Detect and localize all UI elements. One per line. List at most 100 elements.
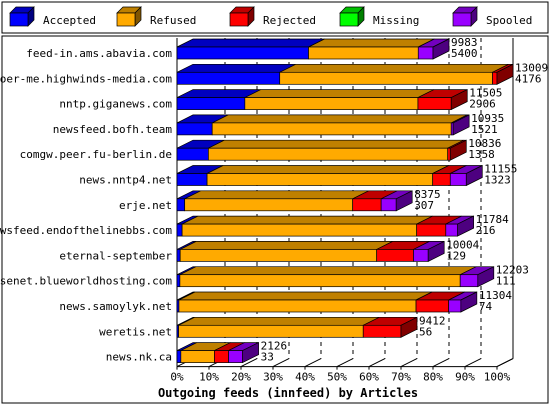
bar-row: [176, 63, 514, 85]
x-tick-label: 20%: [231, 371, 251, 384]
bar-segment-accepted: [176, 173, 208, 186]
bar-segment-top-refused: [244, 89, 435, 98]
total-label: 2126: [261, 340, 288, 353]
bar-segment-accepted: [176, 71, 281, 85]
bar-end-cap: [449, 139, 467, 161]
bar-segment-top-refused: [178, 291, 433, 301]
x-tick-label: 10%: [199, 371, 219, 384]
total-label: 9412: [419, 314, 446, 327]
category-label: newsfeed.bofh.team: [53, 123, 173, 136]
bar-segment-refused: [181, 223, 418, 237]
bar-segment-refused: [179, 249, 378, 262]
bar-segment-top-refused: [180, 241, 393, 250]
legend: Accepted Refused Rejected Missing Spooled: [1, 1, 549, 34]
legend-label: Refused: [150, 14, 196, 27]
legend-item-refused: Refused: [116, 6, 196, 27]
bar-segment-accepted: [176, 198, 186, 212]
x-tick-label: 0%: [170, 371, 184, 384]
bar-row: [176, 190, 413, 212]
legend-swatch: [452, 12, 472, 27]
bar-end-cap: [477, 266, 495, 288]
refused-count-label: 5400: [451, 47, 478, 60]
category-label: news.nk.ca: [106, 351, 172, 364]
bar-segment-top-refused: [208, 139, 464, 149]
bar-row: [176, 114, 470, 136]
plot-area: [1, 35, 549, 404]
bar-segment-rejected: [352, 198, 382, 212]
x-tick-label: 50%: [327, 371, 347, 384]
bar-end-cap: [457, 215, 474, 237]
bar-segment-refused: [178, 324, 364, 338]
legend-swatch: [339, 12, 359, 27]
bar-segment-accepted: [176, 223, 183, 237]
refused-count-label: 4176: [515, 72, 542, 85]
bar-segment-rejected: [432, 173, 451, 186]
refused-count-label: 74: [479, 300, 493, 313]
bar-end-cap: [427, 240, 445, 262]
category-label: news.samoylyk.net: [59, 300, 172, 313]
bar-end-cap: [432, 38, 450, 60]
bar-segment-refused: [179, 274, 461, 288]
refused-count-label: 129: [446, 249, 466, 262]
bar-row: [176, 139, 467, 161]
x-tick-label: 40%: [295, 371, 315, 384]
bar-end-cap: [460, 291, 478, 313]
category-label: voer-me.highwinds-media.com: [0, 72, 172, 85]
legend-swatch: [229, 12, 249, 27]
bar-segment-refused: [178, 299, 417, 313]
total-label: 10004: [446, 238, 479, 251]
x-tick-label: 60%: [359, 371, 379, 384]
total-label: 11304: [479, 289, 512, 302]
bar-segment-refused: [206, 173, 434, 186]
bar-segment-top-refused: [212, 114, 468, 124]
category-label: usenet.blueworldhosting.com: [0, 275, 172, 288]
refused-count-label: 33: [261, 351, 274, 364]
bar-segment-accepted: [176, 46, 309, 60]
chart-title: Outgoing feeds (innfeed) by Articles: [158, 386, 418, 400]
bar-segment-spooled: [445, 223, 458, 237]
legend-item-spooled: Spooled: [452, 6, 532, 27]
bar-end-cap: [450, 89, 468, 111]
total-label: 10935: [471, 112, 504, 125]
bar-end-cap: [452, 114, 470, 136]
bar-segment-top-accepted: [176, 63, 296, 73]
x-tick-label: 30%: [263, 371, 283, 384]
legend-label: Accepted: [43, 14, 96, 27]
legend-label: Missing: [373, 14, 419, 27]
bar-segment-accepted: [176, 350, 182, 363]
bar-segment-spooled: [459, 274, 479, 288]
bar-segment-refused: [180, 350, 215, 363]
bar-row: [176, 215, 474, 237]
refused-count-label: 56: [419, 325, 432, 338]
row-labels: feed-in.ams.abavia.com voer-me.highwinds-…: [0, 47, 172, 364]
bar-segment-refused: [244, 97, 419, 110]
category-label: eternal-september: [59, 249, 172, 262]
bar-end-cap: [242, 342, 259, 364]
bar-segment-refused: [208, 147, 449, 161]
category-label: news.nntp4.net: [79, 174, 172, 187]
bar-segment-spooled: [413, 249, 429, 262]
bar-segment-spooled: [449, 173, 467, 186]
bar-segment-accepted: [176, 122, 213, 136]
bar-row: [176, 266, 495, 288]
refused-count-label: 1323: [484, 174, 511, 187]
bar-segment-top-accepted: [176, 38, 325, 48]
bar-segment-rejected: [417, 97, 452, 110]
category-label: weretis.net: [99, 325, 172, 338]
bar-segment-spooled: [380, 198, 397, 212]
total-label: 9983: [451, 36, 478, 49]
bar-end-cap: [465, 164, 483, 187]
total-label: 10836: [468, 137, 501, 150]
bar-segment-accepted: [176, 249, 181, 262]
category-label: newsfeed.endofthelinebbs.com: [0, 224, 172, 237]
total-label: 11505: [469, 87, 502, 100]
bar-segment-rejected: [447, 147, 451, 161]
refused-count-label: 1358: [468, 148, 495, 161]
category-label: nntp.giganews.com: [59, 98, 172, 111]
legend-item-accepted: Accepted: [9, 6, 96, 27]
bar-segment-accepted: [176, 97, 246, 110]
bar-segment-top-refused: [181, 215, 433, 225]
total-label: 11784: [476, 213, 509, 226]
bar-row: [176, 342, 259, 364]
